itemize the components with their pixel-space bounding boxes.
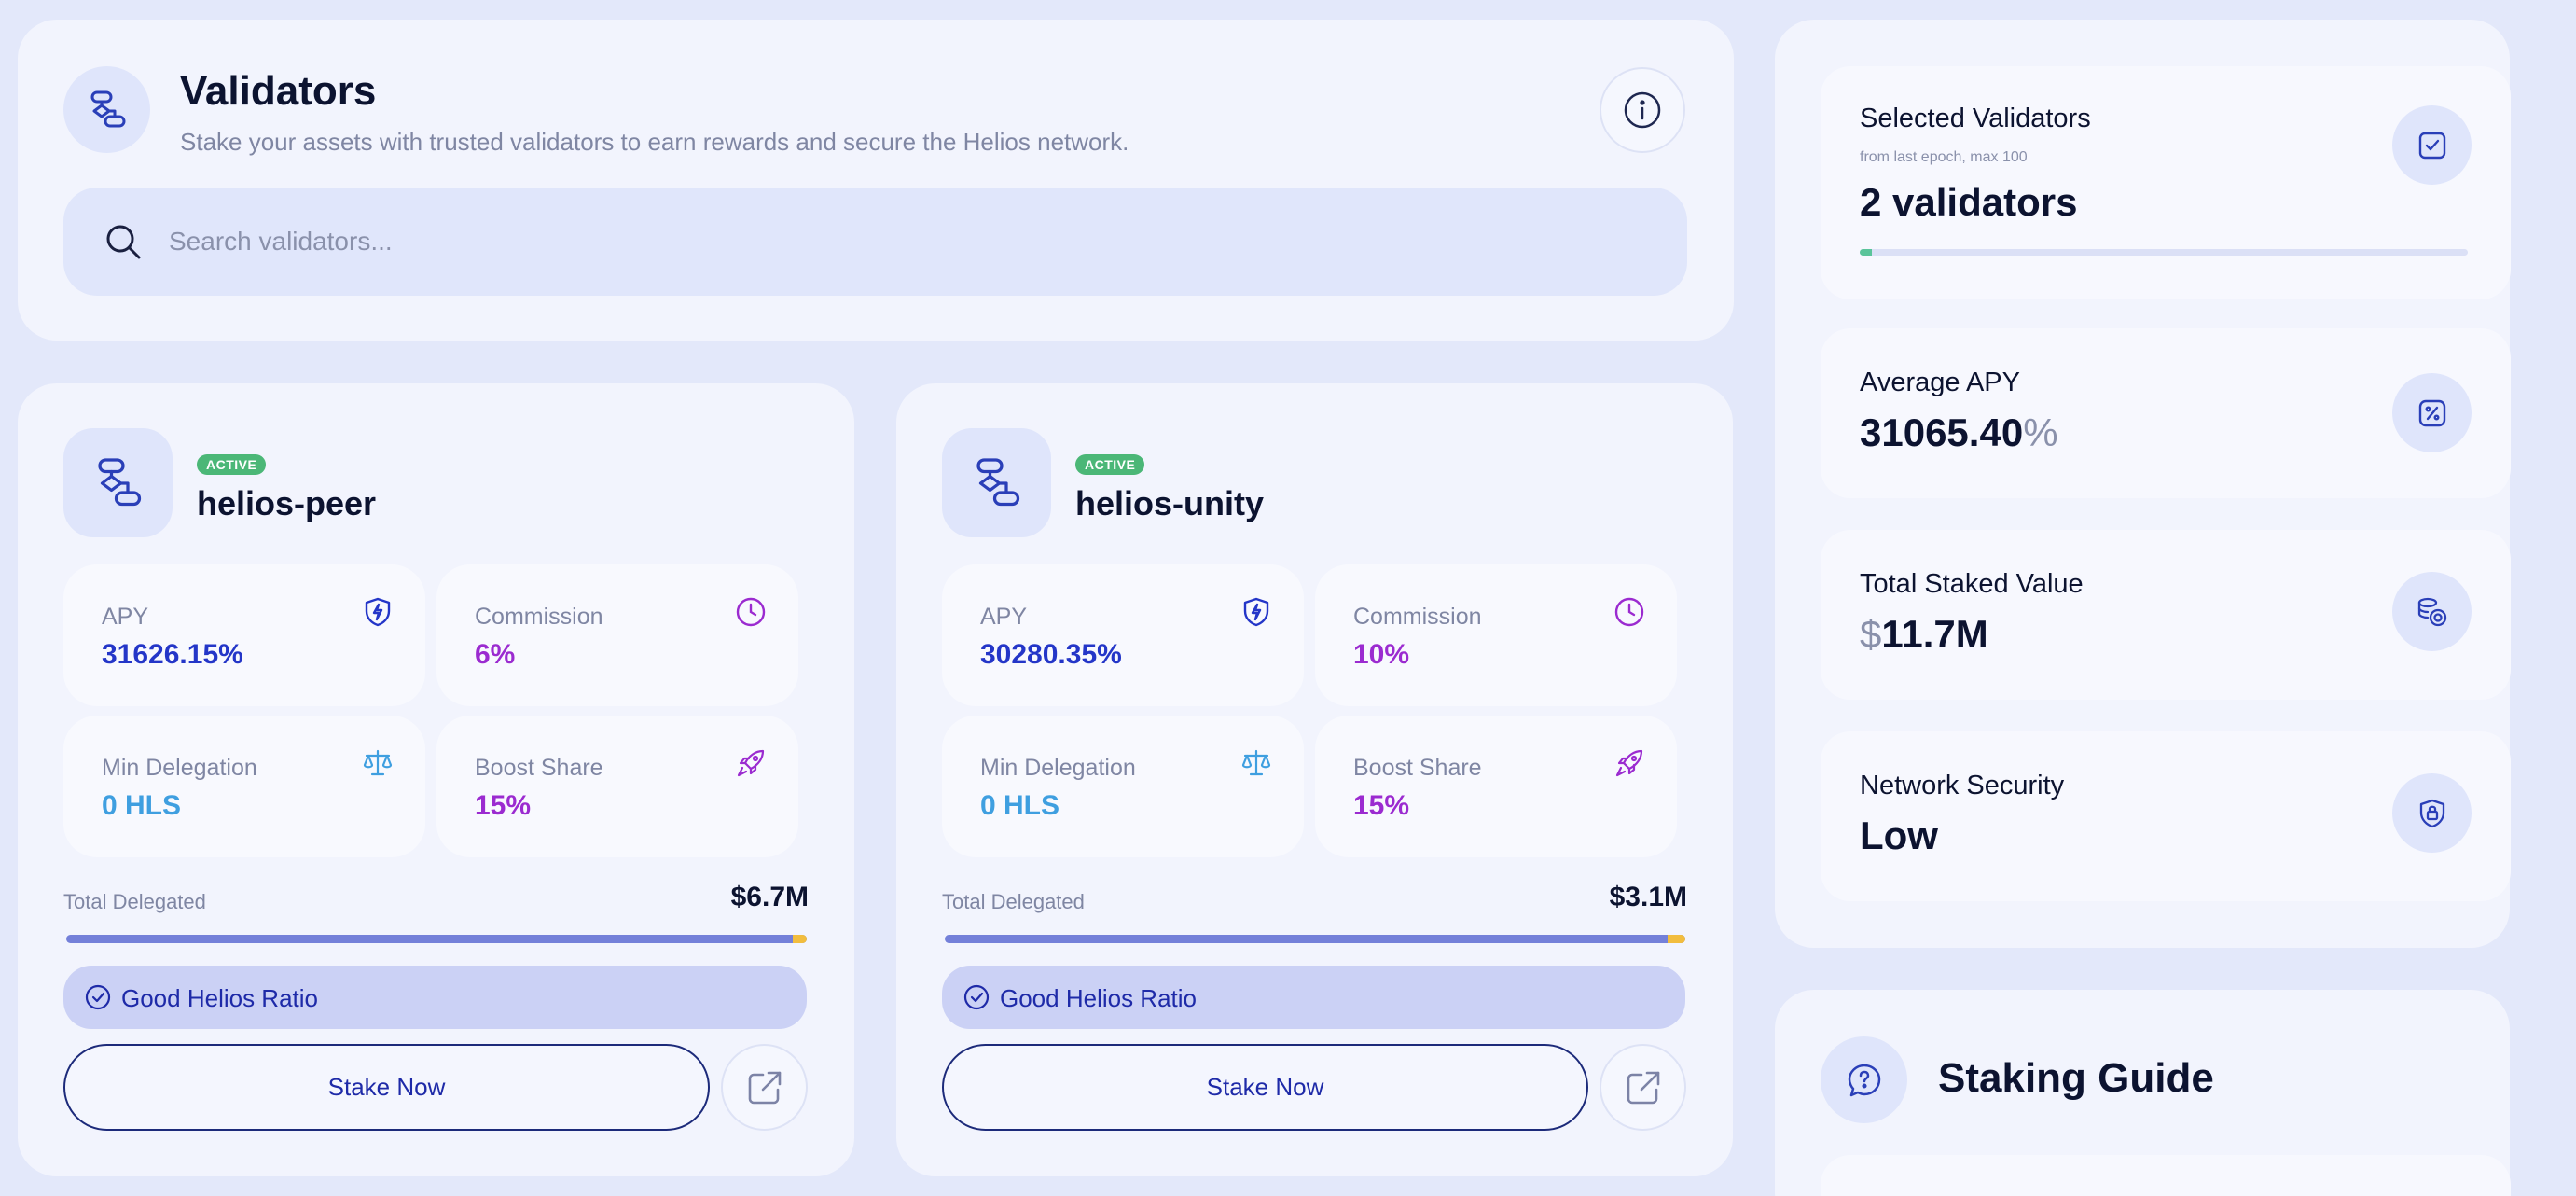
staking-guide-title: Staking Guide	[1938, 1055, 2214, 1101]
shield-lock-icon	[2392, 773, 2472, 853]
commission-value: 6%	[475, 639, 516, 670]
helios-ratio-label: Good Helios Ratio	[1000, 984, 1197, 1012]
coins-icon	[2392, 572, 2472, 651]
percent-icon	[2392, 373, 2472, 452]
min-delegation-label: Min Delegation	[980, 755, 1136, 781]
boost-share-label: Boost Share	[475, 755, 603, 781]
delegation-bar	[945, 935, 1685, 943]
network-security-card: Network Security Low	[1821, 731, 2511, 901]
selected-validators-value: 2 validators	[1860, 180, 2078, 224]
total-staked-title: Total Staked Value	[1860, 569, 2084, 599]
info-button[interactable]	[1600, 67, 1685, 153]
rocket-icon	[737, 749, 765, 777]
total-delegated-label: Total Delegated	[942, 890, 1085, 913]
shield-bolt-icon	[1243, 597, 1269, 627]
commission-value: 10%	[1353, 639, 1410, 670]
apy-label: APY	[102, 604, 149, 630]
scale-icon	[363, 749, 393, 776]
helios-ratio-indicator: Good Helios Ratio	[942, 966, 1685, 1029]
selected-validators-title: Selected Validators	[1860, 104, 2091, 133]
total-staked-value-row: $11.7M	[1860, 612, 1988, 657]
open-external-button[interactable]	[1600, 1044, 1686, 1131]
validator-icon	[63, 428, 173, 537]
average-apy-value-row: 31065.40%	[1860, 410, 2058, 455]
commission-label: Commission	[1353, 604, 1482, 630]
network-security-title: Network Security	[1860, 771, 2065, 800]
boost-share-label: Boost Share	[1353, 755, 1482, 781]
selected-validators-card: Selected Validators from last epoch, max…	[1821, 66, 2511, 299]
boost-share-value: 15%	[475, 790, 532, 821]
apy-stat: APY 31626.15%	[63, 564, 425, 706]
validator-icon	[942, 428, 1051, 537]
boost-share-value: 15%	[1353, 790, 1410, 821]
open-external-button[interactable]	[721, 1044, 808, 1131]
external-link-icon	[1627, 1071, 1659, 1104]
status-badge: ACTIVE	[197, 454, 267, 475]
network-security-value: Low	[1860, 814, 1938, 857]
shield-bolt-icon	[365, 597, 391, 627]
total-staked-value: 11.7M	[1881, 612, 1988, 656]
staking-guide-panel: Staking Guide	[1775, 990, 2511, 1196]
validators-header-panel: Validators Stake your assets with truste…	[18, 20, 1734, 341]
commission-label: Commission	[475, 604, 603, 630]
search-bar[interactable]	[63, 188, 1687, 296]
selected-validators-progress-fill	[1860, 249, 1872, 256]
total-delegated-label: Total Delegated	[63, 890, 206, 913]
total-delegated-value: $3.1M	[1609, 882, 1687, 912]
average-apy-card: Average APY 31065.40%	[1821, 328, 2511, 498]
check-circle-icon	[963, 984, 990, 1010]
boost-share-segment	[793, 935, 807, 943]
check-circle-icon	[85, 984, 111, 1010]
search-input[interactable]	[169, 216, 1624, 268]
min-delegation-value: 0 HLS	[102, 790, 182, 821]
min-delegation-stat: Min Delegation 0 HLS	[63, 716, 425, 857]
commission-stat: Commission 6%	[436, 564, 798, 706]
stake-now-button[interactable]: Stake Now	[942, 1044, 1588, 1131]
scale-icon	[1241, 749, 1271, 776]
status-badge: ACTIVE	[1075, 454, 1145, 475]
total-staked-card: Total Staked Value $11.7M	[1821, 530, 2511, 700]
commission-stat: Commission 10%	[1315, 564, 1677, 706]
apy-label: APY	[980, 604, 1028, 630]
min-delegation-stat: Min Delegation 0 HLS	[942, 716, 1304, 857]
total-delegated-value: $6.7M	[730, 882, 809, 912]
info-icon	[1624, 91, 1661, 129]
clock-icon	[1614, 597, 1644, 627]
validator-card: ACTIVE helios-peer APY 31626.15% Commiss…	[18, 383, 854, 1176]
validator-network-icon	[63, 66, 150, 153]
rocket-icon	[1615, 749, 1643, 777]
average-apy-value: 31065.40	[1860, 410, 2024, 454]
search-icon	[106, 225, 141, 259]
average-apy-title: Average APY	[1860, 368, 2020, 397]
stake-now-button[interactable]: Stake Now	[63, 1044, 710, 1131]
min-delegation-label: Min Delegation	[102, 755, 257, 781]
min-delegation-value: 0 HLS	[980, 790, 1060, 821]
boost-share-segment	[1668, 935, 1685, 943]
average-apy-unit: %	[2023, 410, 2058, 454]
validator-name: helios-unity	[1075, 484, 1265, 522]
apy-value: 31626.15%	[102, 639, 243, 670]
page-subtitle: Stake your assets with trusted validator…	[180, 128, 1129, 156]
helios-ratio-label: Good Helios Ratio	[121, 984, 318, 1012]
selected-validators-progress	[1860, 249, 2468, 256]
selected-validators-note: from last epoch, max 100	[1860, 149, 2028, 165]
apy-value: 30280.35%	[980, 639, 1122, 670]
delegation-bar	[66, 935, 807, 943]
apy-stat: APY 30280.35%	[942, 564, 1304, 706]
summary-panel: Selected Validators from last epoch, max…	[1775, 20, 2511, 948]
helios-ratio-indicator: Good Helios Ratio	[63, 966, 807, 1029]
total-staked-currency: $	[1860, 612, 1882, 656]
help-icon	[1821, 1036, 1907, 1123]
staking-guide-content	[1821, 1155, 2511, 1196]
page-title: Validators	[180, 68, 377, 114]
validator-card: ACTIVE helios-unity APY 30280.35% Commis…	[896, 383, 1733, 1176]
external-link-icon	[748, 1071, 781, 1104]
clock-icon	[736, 597, 766, 627]
boost-share-stat: Boost Share 15%	[1315, 716, 1677, 857]
checkbox-icon	[2392, 105, 2472, 185]
boost-share-stat: Boost Share 15%	[436, 716, 798, 857]
validator-name: helios-peer	[197, 484, 377, 522]
